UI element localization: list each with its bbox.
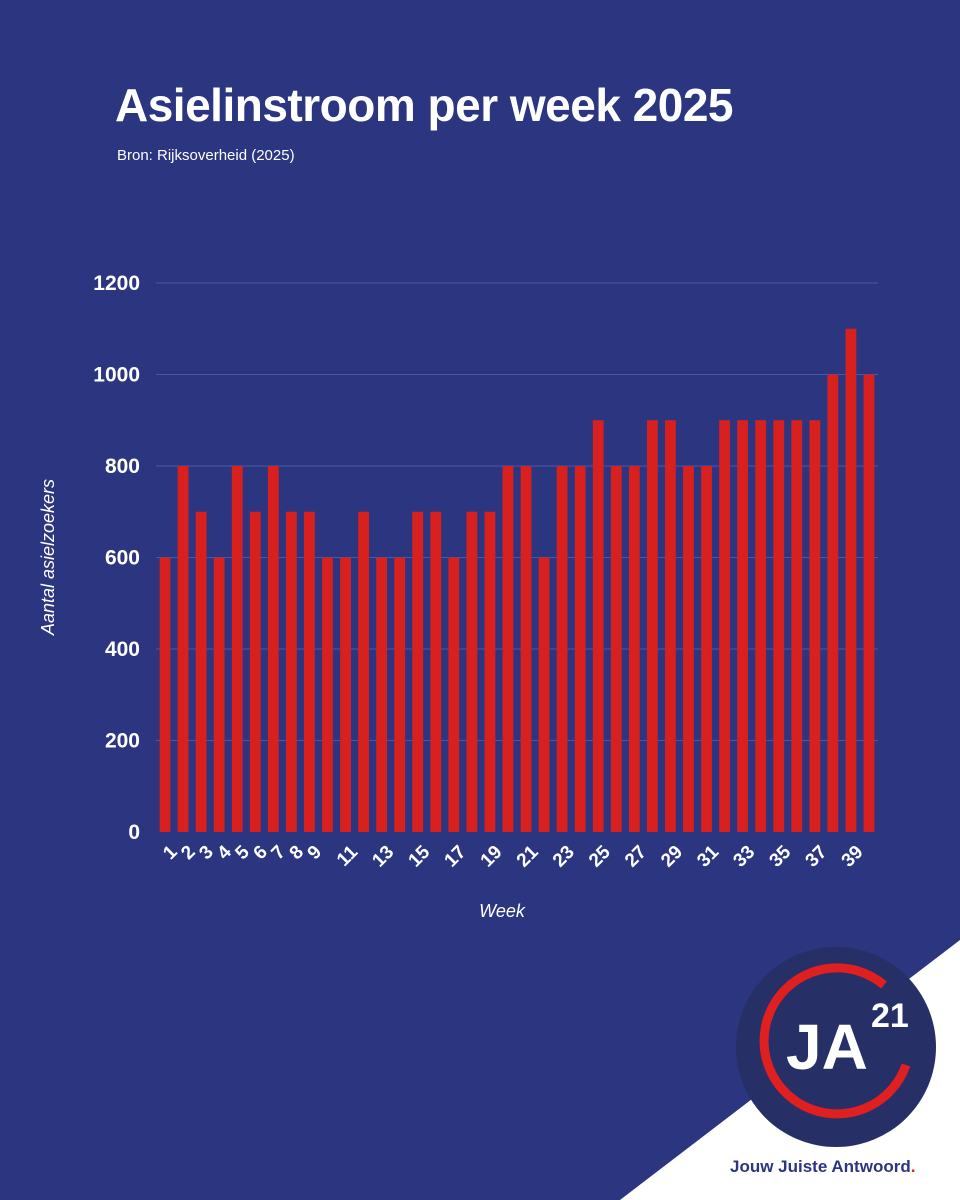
bar-week-16 bbox=[430, 511, 442, 832]
bar-week-40 bbox=[863, 374, 875, 832]
x-tick-label: 1 bbox=[159, 841, 182, 864]
bar-week-35 bbox=[773, 420, 785, 832]
bar-week-7 bbox=[267, 466, 279, 832]
x-tick-label: 8 bbox=[286, 842, 308, 864]
bar-week-3 bbox=[195, 511, 207, 832]
x-tick-label: 23 bbox=[549, 842, 579, 872]
bar-week-14 bbox=[394, 557, 406, 832]
bar-week-33 bbox=[737, 420, 749, 832]
bar-week-24 bbox=[574, 466, 586, 832]
x-tick-label: 3 bbox=[195, 842, 217, 864]
tagline-text: Jouw Juiste Antwoord bbox=[730, 1157, 911, 1176]
bar-week-5 bbox=[231, 466, 243, 832]
bar-week-18 bbox=[466, 511, 478, 832]
bar-week-8 bbox=[285, 511, 297, 832]
bar-week-6 bbox=[249, 511, 261, 832]
logo-superscript: 21 bbox=[871, 997, 909, 1035]
y-tick-label: 1000 bbox=[93, 364, 140, 387]
x-tick-label: 7 bbox=[268, 842, 290, 864]
y-tick-label: 600 bbox=[105, 547, 140, 570]
bar-week-30 bbox=[683, 466, 694, 832]
bar-week-37 bbox=[809, 420, 821, 832]
bar-week-26 bbox=[610, 466, 622, 832]
grid-lines bbox=[156, 282, 878, 741]
bars bbox=[159, 328, 875, 832]
x-tick-label: 13 bbox=[368, 842, 398, 872]
bar-week-9 bbox=[304, 511, 315, 832]
bar-week-1 bbox=[159, 557, 171, 832]
bar-week-15 bbox=[412, 511, 424, 832]
x-tick-label: 29 bbox=[657, 842, 687, 872]
bar-week-23 bbox=[556, 466, 568, 832]
y-tick-label: 200 bbox=[105, 730, 140, 753]
chart-source: Bron: Rijksoverheid (2025) bbox=[117, 147, 295, 164]
x-tick-label: 15 bbox=[405, 841, 435, 871]
bar-week-32 bbox=[719, 420, 730, 832]
x-tick-label: 19 bbox=[477, 842, 507, 872]
y-tick-labels: 0 200 400 600 800 1000 1200 bbox=[93, 272, 140, 844]
bar-week-39 bbox=[845, 328, 857, 832]
bar-week-4 bbox=[213, 557, 225, 832]
x-tick-label: 21 bbox=[513, 841, 543, 871]
x-tick-label: 37 bbox=[802, 842, 832, 872]
x-tick-label: 2 bbox=[177, 842, 199, 864]
bar-week-2 bbox=[177, 466, 189, 832]
y-tick-label: 400 bbox=[105, 638, 140, 661]
x-tick-label: 35 bbox=[766, 841, 796, 871]
y-tick-label: 1200 bbox=[93, 272, 140, 295]
x-tick-label: 31 bbox=[693, 841, 723, 871]
chart-title: Asielinstroom per week 2025 bbox=[115, 79, 734, 131]
bar-week-19 bbox=[484, 511, 496, 832]
x-tick-label: 6 bbox=[250, 842, 272, 864]
bar-week-27 bbox=[628, 466, 640, 832]
ja21-logo: JA 21 bbox=[736, 947, 936, 1147]
x-tick-label: 4 bbox=[213, 841, 236, 864]
x-tick-label: 5 bbox=[231, 841, 254, 864]
bar-week-17 bbox=[448, 557, 460, 832]
x-tick-label: 17 bbox=[441, 842, 471, 872]
x-tick-label: 33 bbox=[729, 842, 759, 872]
x-tick-label: 39 bbox=[838, 842, 868, 872]
bar-week-29 bbox=[665, 420, 676, 832]
bar-week-13 bbox=[376, 557, 388, 832]
x-tick-label: 9 bbox=[304, 842, 326, 864]
bar-week-20 bbox=[502, 466, 514, 832]
x-axis-label: Week bbox=[479, 901, 526, 921]
bar-week-21 bbox=[520, 466, 532, 832]
bar-week-31 bbox=[701, 466, 712, 832]
x-tick-label: 27 bbox=[621, 842, 651, 872]
logo-text: JA bbox=[786, 1011, 868, 1083]
x-tick-label: 11 bbox=[333, 841, 362, 870]
x-tick-label: 25 bbox=[585, 841, 615, 871]
y-tick-label: 0 bbox=[128, 821, 140, 844]
bar-week-34 bbox=[755, 420, 767, 832]
bar-week-38 bbox=[827, 374, 839, 832]
bar-week-25 bbox=[592, 420, 604, 832]
y-axis-label: Aantal asielzoekers bbox=[38, 479, 58, 636]
tagline: Jouw Juiste Antwoord. bbox=[730, 1157, 915, 1177]
bar-week-28 bbox=[646, 420, 658, 832]
bar-week-10 bbox=[322, 557, 333, 832]
y-tick-label: 800 bbox=[105, 455, 140, 478]
bar-week-36 bbox=[791, 420, 803, 832]
tagline-dot: . bbox=[910, 1157, 916, 1176]
bar-week-22 bbox=[538, 557, 550, 832]
bar-week-12 bbox=[358, 511, 369, 832]
bar-week-11 bbox=[340, 557, 351, 832]
